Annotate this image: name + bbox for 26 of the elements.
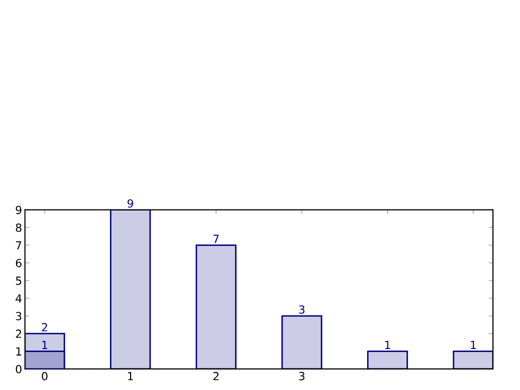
bar bbox=[196, 244, 237, 369]
bar bbox=[110, 210, 151, 369]
y-tick-label: 6 bbox=[16, 258, 22, 268]
y-tick-label: 7 bbox=[16, 241, 22, 250]
data-label: 2 bbox=[42, 323, 48, 332]
bar bbox=[452, 350, 493, 369]
data-label: 1 bbox=[42, 340, 48, 349]
y-tick-label: 1 bbox=[16, 347, 22, 356]
data-label: 7 bbox=[213, 234, 219, 243]
y-tick-label: 8 bbox=[16, 223, 22, 232]
data-label: 3 bbox=[299, 305, 304, 314]
y-tick-label: 9 bbox=[16, 206, 22, 214]
x-tick-label: 0 bbox=[42, 372, 48, 380]
x-tick-label: 3 bbox=[299, 372, 304, 380]
bar bbox=[367, 350, 408, 369]
y-tick-label: 2 bbox=[16, 330, 22, 338]
data-label: 1 bbox=[470, 340, 476, 349]
data-label: 1 bbox=[385, 340, 390, 349]
x-tick-label: 1 bbox=[128, 372, 133, 380]
data-label: 9 bbox=[128, 199, 134, 208]
y-tick-label: 0 bbox=[16, 364, 22, 374]
y-tick-label: 5 bbox=[16, 276, 22, 285]
y-tick-label: 4 bbox=[16, 294, 22, 302]
y-tick-label: 3 bbox=[16, 312, 22, 320]
x-tick-label: 2 bbox=[213, 372, 219, 380]
bar bbox=[281, 315, 322, 369]
